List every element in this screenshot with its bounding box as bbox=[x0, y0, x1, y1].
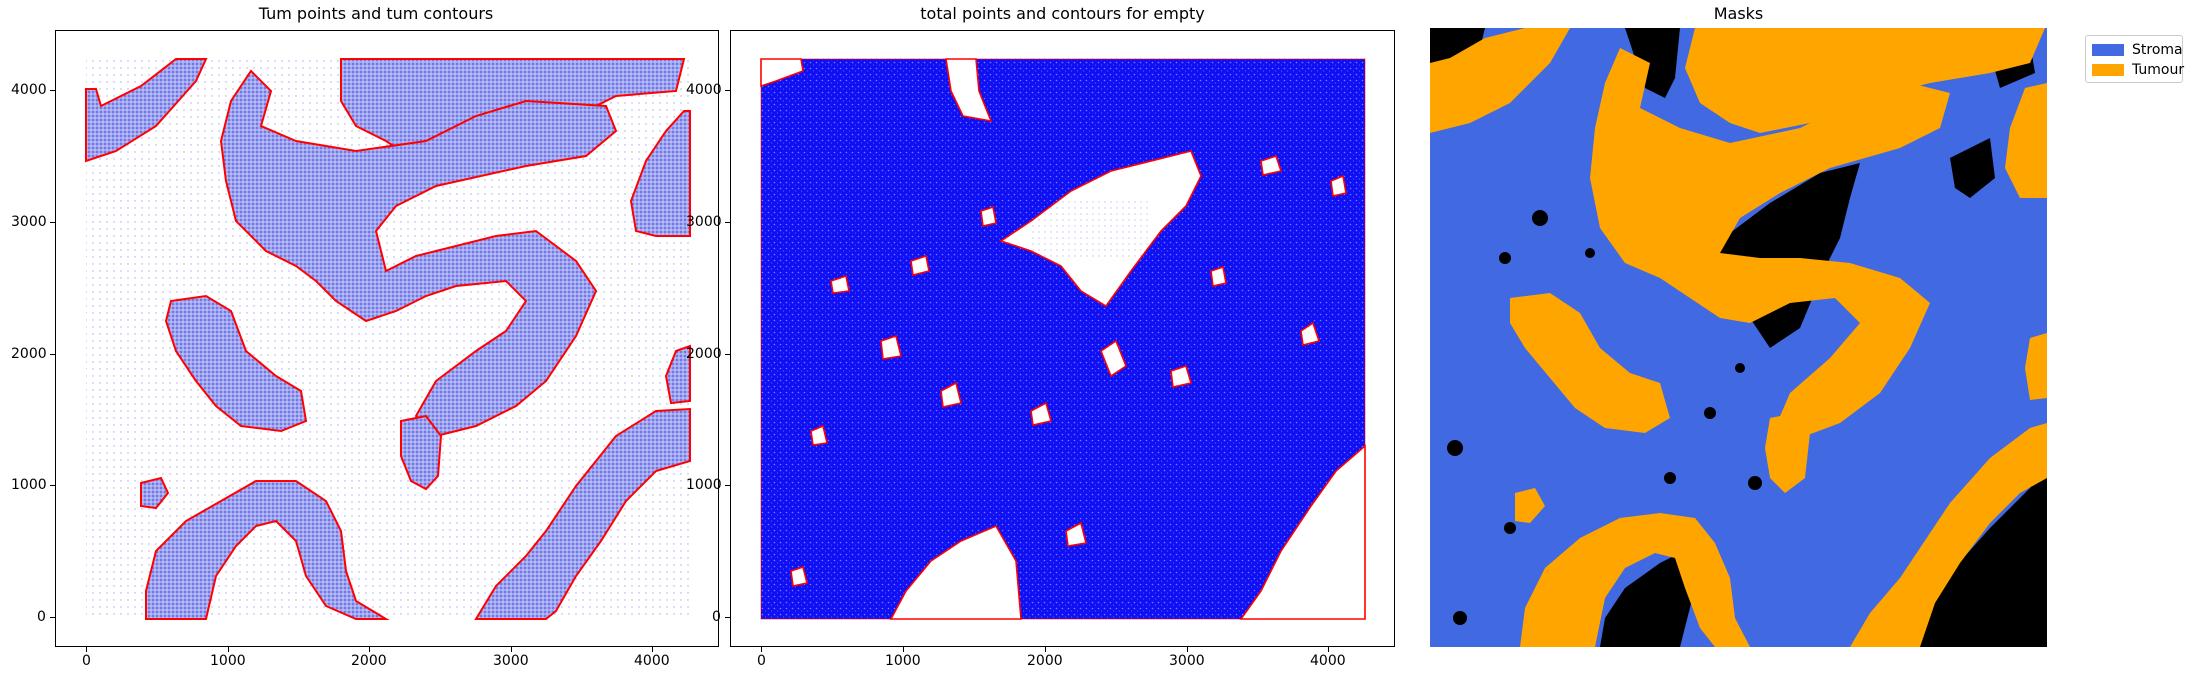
panel1-xtick-3000: 3000 bbox=[493, 653, 529, 669]
panel2-xtick-2000: 2000 bbox=[1027, 653, 1063, 669]
empty-mask-dot-6 bbox=[1748, 476, 1762, 490]
panel2-frame-contour bbox=[760, 58, 1366, 620]
tumour-region-left-blob bbox=[164, 294, 308, 433]
legend-label-tumour: Tumour bbox=[2132, 62, 2185, 78]
empty-region-small-j bbox=[790, 565, 808, 587]
empty-region-small-d bbox=[940, 381, 962, 408]
empty-mask-bottom-right bbox=[1900, 468, 2047, 647]
empty-mask-dot-5 bbox=[1664, 472, 1676, 484]
tumour-region-top-left bbox=[85, 58, 208, 163]
tumour-mask-right-edge bbox=[2025, 333, 2047, 400]
panel2-ytick-0: 0 bbox=[712, 609, 721, 625]
tumour-region-right-blob bbox=[629, 110, 691, 237]
panel1-xtick-2000: 2000 bbox=[351, 653, 387, 669]
panel2-title: total points and contours for empty bbox=[920, 4, 1205, 23]
empty-mask-dot-8 bbox=[1453, 611, 1467, 625]
panel1-plot bbox=[85, 58, 691, 620]
panel2-axes bbox=[730, 30, 1395, 647]
panel2-ytick-1000: 1000 bbox=[686, 477, 722, 493]
panel2-xtick-1000: 1000 bbox=[885, 653, 921, 669]
panel2-xtick-4000: 4000 bbox=[1310, 653, 1346, 669]
empty-mask-dot-11 bbox=[1735, 363, 1745, 373]
panel1-ytick-1000: 1000 bbox=[11, 477, 47, 493]
tumour-mask-left-blob bbox=[1510, 293, 1670, 433]
legend-swatch-stroma bbox=[2092, 44, 2124, 56]
panel1-tumour-regions bbox=[85, 58, 691, 620]
tumour-mask-top-left bbox=[1430, 28, 1570, 133]
tumour-mask-bottom-right bbox=[1850, 423, 2047, 647]
panel3-mask bbox=[1430, 28, 2047, 647]
empty-region-small-h bbox=[1260, 154, 1283, 176]
panel3-title: Masks bbox=[1713, 4, 1764, 23]
empty-mask-right-mid bbox=[1950, 138, 1995, 198]
empty-mask-dot-10 bbox=[1585, 248, 1595, 258]
empty-region-bottom-left bbox=[889, 524, 1022, 620]
empty-mask-dot-3 bbox=[1447, 440, 1463, 456]
legend-swatch-tumour bbox=[2092, 64, 2124, 76]
panel2-plot bbox=[760, 58, 1366, 620]
panel3-mask-image bbox=[1430, 28, 2047, 647]
legend-item-stroma: Stroma bbox=[2092, 41, 2183, 59]
tumour-mask-small-2 bbox=[1515, 488, 1545, 523]
empty-region-small-m bbox=[980, 205, 997, 227]
tumour-region-bottom-arch bbox=[145, 480, 390, 620]
panel2-faint-points-central bbox=[1031, 201, 1151, 261]
empty-mask-top-notch bbox=[1625, 28, 1680, 98]
panel2-xtick-0: 0 bbox=[757, 653, 766, 669]
legend-label-stroma: Stroma bbox=[2132, 42, 2183, 58]
empty-region-small-f bbox=[1170, 364, 1193, 388]
panel1-xtick-0: 0 bbox=[82, 653, 91, 669]
tumour-region-small-2 bbox=[140, 476, 170, 510]
empty-mask-central bbox=[1695, 163, 1860, 348]
empty-mask-dot-9 bbox=[1704, 407, 1716, 419]
panel2-ytick-3000: 3000 bbox=[686, 214, 722, 230]
panel2-xtick-3000: 3000 bbox=[1169, 653, 1205, 669]
panel1-ytick-0: 0 bbox=[37, 609, 46, 625]
legend: Stroma Tumour bbox=[2085, 35, 2184, 83]
tumour-mask-small-1 bbox=[1765, 413, 1810, 493]
tumour-mask-central-snake bbox=[1590, 48, 1950, 438]
tumour-region-central-snake bbox=[219, 69, 618, 438]
panel2-ytick-4000: 4000 bbox=[686, 82, 722, 98]
empty-region-small-n bbox=[1210, 265, 1227, 287]
empty-region-small-e bbox=[1030, 401, 1052, 426]
empty-region-small-a bbox=[830, 274, 850, 294]
empty-region-small-l bbox=[1330, 174, 1347, 197]
empty-region-small-g bbox=[1300, 321, 1321, 346]
empty-region-small-k bbox=[1065, 521, 1087, 547]
panel1-xtick-4000: 4000 bbox=[634, 653, 670, 669]
empty-region-small-c bbox=[810, 424, 828, 446]
panel1-xtick-1000: 1000 bbox=[210, 653, 246, 669]
panel1-ytick-2000: 2000 bbox=[11, 346, 47, 362]
tumour-region-small-1 bbox=[400, 414, 443, 491]
empty-mask-dot-1 bbox=[1532, 210, 1548, 226]
panel2-ytick-2000: 2000 bbox=[686, 346, 722, 362]
legend-item-tumour: Tumour bbox=[2092, 61, 2184, 79]
panel1-ytick-3000: 3000 bbox=[11, 214, 47, 230]
panel1-axes bbox=[55, 30, 719, 647]
panel1-title: Tum points and tum contours bbox=[258, 4, 494, 23]
empty-mask-dot-2 bbox=[1499, 252, 1511, 264]
tumour-mask-bottom-arch bbox=[1520, 513, 1750, 647]
tumour-region-bottom-right bbox=[474, 407, 691, 620]
mask-tumour-areas bbox=[1430, 28, 2047, 647]
tumour-region-right-edge bbox=[664, 344, 691, 405]
mask-empty-areas bbox=[1430, 28, 2047, 647]
tumour-mask-right-blob bbox=[2005, 83, 2047, 198]
empty-mask-dot-7 bbox=[1504, 522, 1516, 534]
tumour-mask-top-band bbox=[1685, 28, 2045, 133]
empty-region-small-b bbox=[880, 334, 902, 360]
panel2-dense-points bbox=[761, 59, 1365, 619]
empty-region-small-i bbox=[910, 254, 930, 276]
panel1-ytick-4000: 4000 bbox=[11, 82, 47, 98]
empty-region-mid bbox=[1100, 339, 1127, 378]
empty-mask-bottom-left bbox=[1600, 548, 1695, 647]
